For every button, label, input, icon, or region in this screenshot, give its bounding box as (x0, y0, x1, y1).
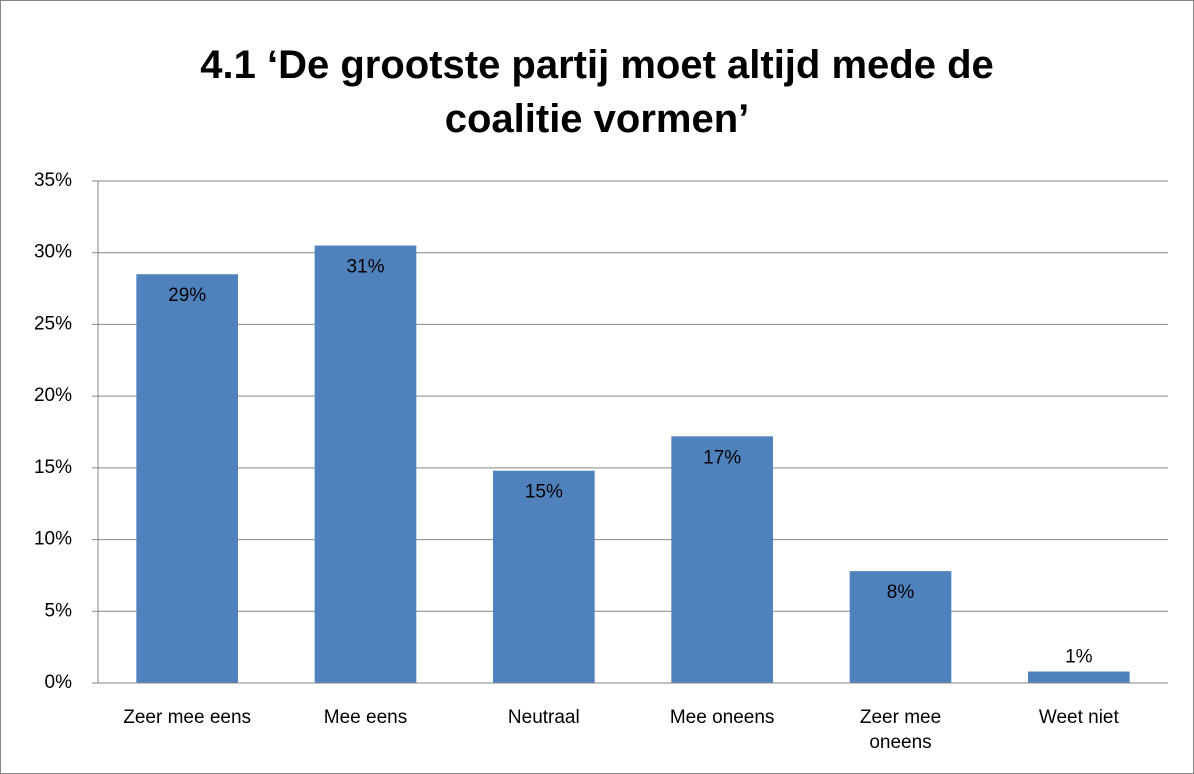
y-tick-label: 30% (34, 242, 72, 263)
x-tick-label: Neutraal (507, 707, 580, 728)
y-tick-label: 20% (34, 385, 72, 406)
x-tick-label: Mee oneens (669, 707, 775, 728)
x-tick-label: Weet niet (1038, 707, 1119, 728)
value-label: 1% (1065, 647, 1093, 668)
x-tick-label: Zeer mee oneens (859, 707, 942, 753)
bar (136, 274, 238, 683)
y-tick-label: 35% (34, 170, 72, 191)
chart-title: 4.1 ‘De grootste partij moet altijd mede… (200, 43, 994, 141)
y-tick-label: 5% (45, 600, 73, 621)
y-tick-label: 0% (45, 672, 73, 693)
value-label: 31% (346, 257, 384, 278)
bar (849, 571, 952, 683)
bar (314, 245, 417, 684)
bar (1028, 671, 1130, 683)
bar (671, 436, 773, 683)
y-tick-label: 25% (34, 313, 72, 334)
y-tick-label: 15% (34, 457, 72, 478)
x-tick-label: Zeer mee eens (123, 707, 252, 728)
value-label: 8% (887, 582, 915, 603)
value-label: 17% (703, 447, 741, 468)
bar (493, 470, 595, 683)
value-label: 15% (525, 482, 563, 503)
x-tick-label: Mee eens (323, 707, 408, 728)
value-label: 29% (168, 285, 206, 306)
y-tick-label: 10% (34, 529, 72, 550)
